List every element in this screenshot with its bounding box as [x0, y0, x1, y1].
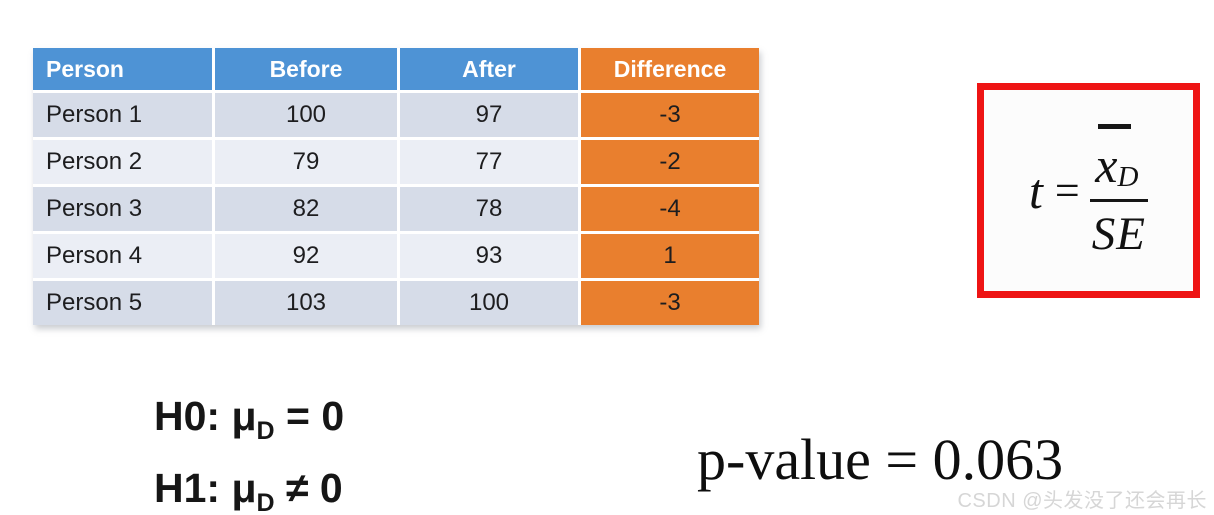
cell-person: Person 2	[33, 140, 212, 184]
h0-condition: = 0	[274, 393, 345, 439]
col-header-difference: Difference	[581, 48, 759, 90]
cell-difference: 1	[581, 234, 759, 278]
h0-subscript: D	[256, 417, 275, 446]
t-symbol: t	[1029, 162, 1043, 219]
fraction: xD SE	[1089, 121, 1148, 261]
col-header-person: Person	[33, 48, 212, 90]
mean-overbar	[1098, 123, 1132, 129]
t-statistic-formula-box: t = xD SE	[977, 83, 1200, 298]
alt-hypothesis: H1: μD ≠ 0	[154, 460, 344, 515]
cell-before: 103	[215, 281, 397, 325]
cell-before: 79	[215, 140, 397, 184]
cell-before: 100	[215, 93, 397, 137]
cell-person: Person 1	[33, 93, 212, 137]
h1-subscript: D	[256, 489, 275, 515]
cell-before: 82	[215, 187, 397, 231]
col-header-after: After	[400, 48, 578, 90]
h1-prefix: H1: μ	[154, 465, 257, 512]
paired-samples-table: Person Before After Difference Person 1 …	[33, 48, 759, 325]
col-header-before: Before	[215, 48, 397, 90]
cell-after: 77	[400, 140, 578, 184]
hypotheses-block: H0: μD = 0 H1: μD ≠ 0	[154, 388, 344, 515]
cell-person: Person 4	[33, 234, 212, 278]
cell-before: 92	[215, 234, 397, 278]
cell-after: 100	[400, 281, 578, 325]
h0-prefix: H0: μ	[154, 393, 257, 439]
denominator-se: SE	[1091, 208, 1146, 261]
t-statistic-formula: t = xD SE	[1029, 121, 1148, 260]
cell-after: 78	[400, 187, 578, 231]
cell-difference: -3	[581, 281, 759, 325]
cell-difference: -3	[581, 93, 759, 137]
numerator-xbar-d: xD	[1091, 121, 1146, 199]
equals-sign: =	[1054, 165, 1080, 215]
cell-person: Person 5	[33, 281, 212, 325]
cell-after: 93	[400, 234, 578, 278]
cell-difference: -4	[581, 187, 759, 231]
cell-difference: -2	[581, 140, 759, 184]
p-value-text: p-value = 0.063	[697, 427, 1064, 492]
h1-condition: ≠ 0	[274, 465, 343, 512]
d-subscript: D	[1117, 161, 1139, 194]
x-symbol: x	[1095, 136, 1118, 193]
cell-after: 97	[400, 93, 578, 137]
fraction-bar	[1089, 199, 1148, 203]
null-hypothesis: H0: μD = 0	[154, 388, 344, 460]
csdn-watermark: CSDN @头发没了还会再长	[957, 490, 1207, 512]
cell-person: Person 3	[33, 187, 212, 231]
